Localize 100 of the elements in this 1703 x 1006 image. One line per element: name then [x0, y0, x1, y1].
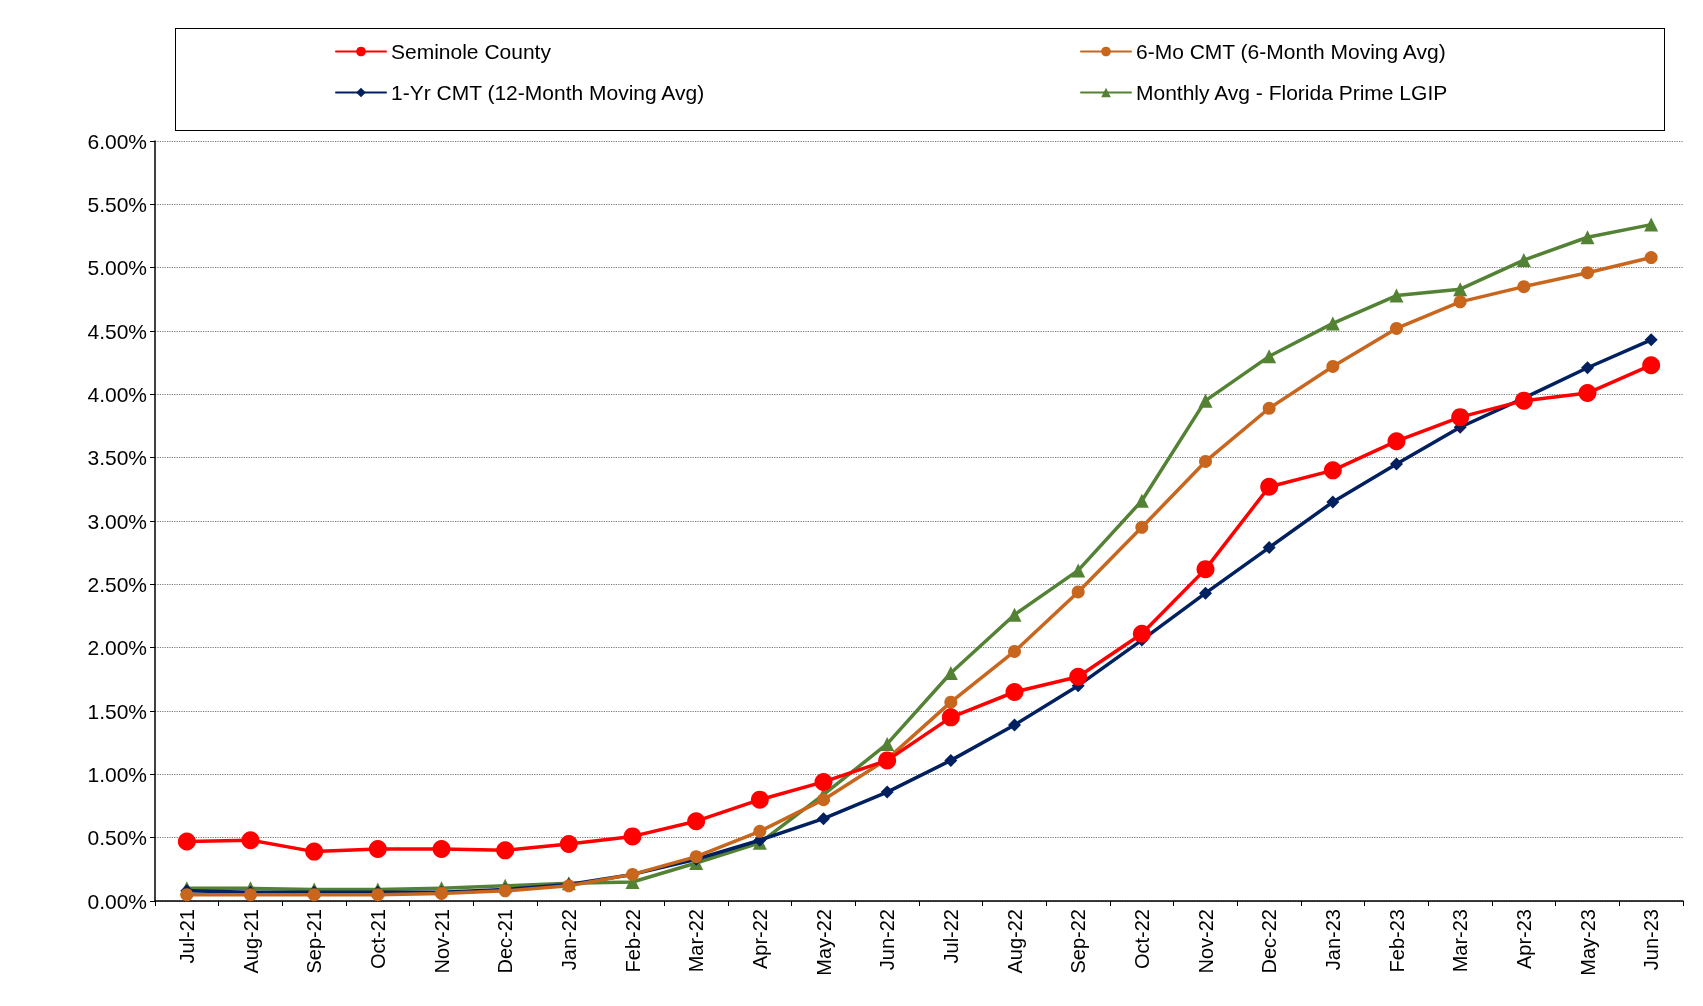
- y-tick-label: 4.50%: [87, 319, 147, 343]
- y-tick-label: 1.00%: [87, 762, 147, 786]
- point: [878, 751, 897, 770]
- point: [1199, 586, 1212, 600]
- x-tick-label: Aug-22: [1003, 909, 1026, 974]
- point: [1135, 520, 1149, 534]
- x-tick-label: Jan-22: [557, 909, 580, 971]
- point: [1199, 454, 1212, 468]
- point: [1069, 667, 1088, 686]
- point: [1260, 477, 1279, 496]
- x-tick-label: Apr-23: [1512, 909, 1535, 970]
- point: [1323, 461, 1342, 480]
- y-tick-label: 6.00%: [87, 129, 147, 153]
- x-tick-label: Sep-22: [1067, 909, 1090, 974]
- point: [1581, 361, 1594, 375]
- x-tick-label: Jun-23: [1640, 909, 1663, 971]
- point: [1642, 356, 1661, 375]
- point: [559, 835, 578, 853]
- y-tick-label: 1.50%: [87, 699, 147, 723]
- point: [1008, 644, 1021, 658]
- point: [368, 840, 387, 859]
- point: [1326, 359, 1340, 373]
- x-tick-label: May-23: [1576, 909, 1599, 976]
- point: [180, 888, 194, 902]
- x-tick-label: Nov-22: [1194, 909, 1217, 974]
- point: [1262, 401, 1276, 415]
- y-tick-label: 3.00%: [87, 509, 147, 533]
- point: [814, 772, 833, 791]
- y-tick-label: 2.00%: [87, 636, 147, 660]
- point: [1644, 251, 1658, 265]
- point: [880, 785, 894, 799]
- point: [1262, 541, 1276, 555]
- y-tick-label: 0.00%: [87, 889, 147, 913]
- legend-label: 1-Yr CMT (12-Month Moving Avg): [391, 81, 705, 104]
- point: [241, 831, 260, 850]
- point: [1453, 295, 1467, 309]
- point: [944, 753, 958, 767]
- y-tick-label: 4.00%: [87, 382, 147, 406]
- x-tick-label: Jun-22: [876, 909, 899, 971]
- point: [1326, 495, 1340, 509]
- x-tick-label: Sep-21: [303, 909, 326, 974]
- x-tick-label: Aug-21: [239, 909, 262, 974]
- point: [1007, 607, 1022, 622]
- x-tick-label: Mar-22: [685, 909, 708, 973]
- point: [687, 812, 706, 831]
- point: [1132, 624, 1151, 643]
- legend-label: 6-Mo CMT (6-Month Moving Avg): [1136, 40, 1446, 63]
- point: [1578, 384, 1597, 403]
- point: [943, 666, 958, 680]
- point: [1514, 391, 1533, 410]
- x-tick-label: Nov-21: [430, 909, 453, 974]
- x-tick-label: Feb-22: [621, 909, 644, 973]
- point: [1071, 585, 1085, 599]
- y-tick-label: 3.50%: [87, 446, 147, 470]
- point: [1262, 349, 1277, 364]
- point: [1005, 683, 1024, 701]
- x-tick-label: Jan-23: [1321, 909, 1344, 971]
- point: [1071, 563, 1086, 578]
- point: [750, 790, 769, 809]
- point: [1581, 266, 1594, 280]
- point: [944, 695, 958, 709]
- y-tick-label: 5.00%: [87, 256, 147, 280]
- x-tick-label: Oct-22: [1130, 909, 1153, 970]
- point: [753, 824, 767, 838]
- y-tick-label: 0.50%: [87, 826, 147, 850]
- x-tick-label: Apr-22: [748, 909, 771, 970]
- x-tick-label: Jul-22: [939, 909, 962, 964]
- point: [1644, 333, 1658, 347]
- x-tick-label: May-22: [812, 909, 835, 976]
- x-tick-label: Feb-23: [1385, 909, 1408, 973]
- x-tick-label: Dec-21: [494, 909, 517, 974]
- point: [1580, 230, 1595, 245]
- point: [1389, 288, 1404, 303]
- point: [623, 827, 642, 846]
- point: [305, 842, 324, 861]
- x-tick-label: Mar-23: [1449, 909, 1472, 973]
- point: [177, 832, 196, 851]
- point: [1390, 457, 1403, 471]
- legend-label: Monthly Avg - Florida Prime LGIP: [1136, 81, 1448, 104]
- point: [1453, 282, 1468, 297]
- point: [941, 708, 960, 727]
- legend-label: Seminole County: [391, 40, 552, 63]
- point: [1644, 217, 1659, 232]
- x-tick-label: Jul-21: [175, 909, 198, 964]
- x-tick-label: Dec-22: [1258, 909, 1281, 974]
- point: [1325, 316, 1340, 331]
- point: [1134, 493, 1149, 508]
- point: [817, 812, 830, 826]
- point: [1196, 560, 1215, 579]
- y-tick-label: 2.50%: [87, 572, 147, 596]
- point: [1008, 718, 1021, 732]
- point: [432, 840, 451, 859]
- point: [496, 841, 515, 860]
- point: [880, 736, 895, 751]
- point: [1451, 408, 1470, 427]
- point: [1516, 253, 1531, 268]
- point: [1517, 280, 1531, 294]
- y-tick-label: 5.50%: [87, 192, 147, 216]
- x-tick-label: Oct-21: [366, 909, 389, 970]
- point: [1387, 432, 1406, 451]
